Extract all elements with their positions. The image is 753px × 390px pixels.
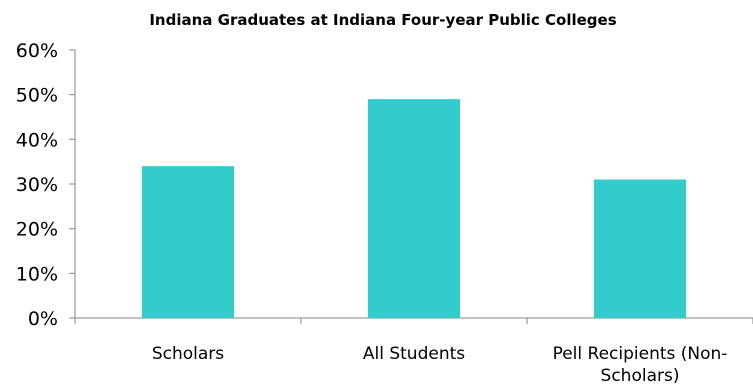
x-tick-label: Scholars: [152, 344, 224, 364]
y-tick-label: 0%: [28, 308, 58, 330]
y-tick-label: 60%: [16, 40, 58, 62]
bar: [594, 179, 686, 318]
chart-title: Indiana Graduates at Indiana Four-year P…: [149, 11, 616, 29]
x-tick-label: Pell Recipients (Non-Scholars): [553, 344, 728, 386]
y-tick-label: 10%: [16, 263, 58, 285]
y-tick-label: 20%: [16, 219, 58, 241]
y-tick-label: 50%: [16, 85, 58, 107]
bar: [142, 166, 234, 318]
y-tick-labels: 0% 10% 20% 30% 40% 50% 60%: [16, 40, 58, 330]
x-tick-label: All Students: [363, 344, 465, 364]
y-tick-label: 40%: [16, 129, 58, 151]
y-tick-label: 30%: [16, 174, 58, 196]
x-tick-labels: Scholars All Students Pell Recipients (Non…: [152, 344, 728, 386]
bars: [142, 99, 686, 318]
bar: [368, 99, 460, 318]
